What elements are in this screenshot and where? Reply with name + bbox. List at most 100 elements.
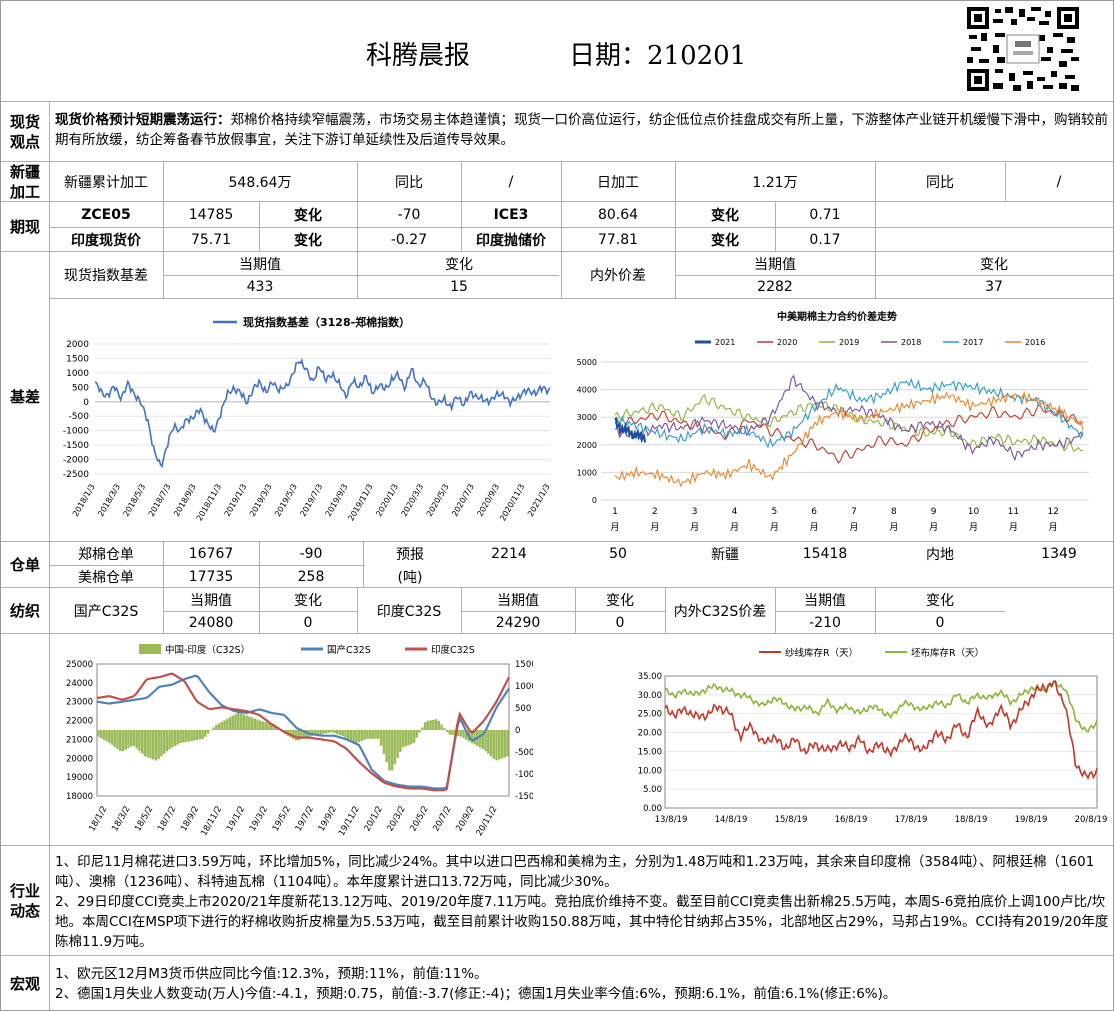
- x-tick-label: 20/8/19: [1075, 815, 1108, 825]
- diff-bar: [377, 730, 380, 739]
- xj-yoy2-label: 同比: [926, 175, 954, 191]
- y2-tick-label: -1500: [515, 792, 533, 802]
- basis-table: 现货指数基差 当期值 433 变化 15 内外价差 当期值 2282 变化 37: [49, 252, 1113, 299]
- section-label: 现货 观点: [9, 113, 40, 151]
- dom-c32s-label: 国产C32S: [73, 604, 139, 620]
- yarn-price-chart: 中国-印度（C32S） 国产C32S 印度C32S 25000 24000 23000 22…: [66, 644, 533, 838]
- diff-bar: [393, 730, 397, 765]
- y-tick-label: 1000: [577, 468, 597, 477]
- diff-bar: [300, 730, 303, 740]
- diff-bar: [407, 730, 410, 746]
- diff-bar: [473, 730, 476, 745]
- basis-idx-chg: 15: [450, 278, 468, 295]
- diff-bar: [270, 722, 273, 730]
- diff-bar: [116, 730, 119, 749]
- ice3-chg: 0.71: [809, 206, 841, 223]
- diff-bar: [248, 716, 251, 730]
- x-tick-label: 20/7/2: [431, 805, 453, 834]
- diff-bar: [390, 730, 394, 771]
- diff-bar: [105, 730, 108, 742]
- diff-bar: [448, 730, 452, 735]
- diff-bar: [355, 730, 358, 743]
- diff-bar: [357, 730, 361, 742]
- diff-bar: [421, 727, 424, 730]
- xj-label: 新疆: [711, 546, 739, 563]
- legend-label: 2017: [963, 338, 983, 347]
- diff-bar: [344, 730, 347, 738]
- diff-bar: [484, 730, 487, 752]
- x-tick-label: 19/5/2: [271, 805, 293, 834]
- x-tick-label: 17/8/19: [895, 815, 928, 825]
- x-tick-label: 8: [891, 507, 897, 517]
- futures-section: 期现 ZCE05 14785 变化 -70 ICE3 80.64 变化 0.71…: [1, 201, 1113, 251]
- diff-bar: [396, 730, 399, 759]
- spread-chg: 37: [985, 278, 1003, 295]
- diff-bar: [363, 730, 366, 740]
- section-label: 期现: [9, 218, 40, 236]
- legend-label: 国产C32S: [327, 644, 371, 656]
- x-tick-label: 20/3/2: [385, 805, 407, 834]
- us-val: 17735: [188, 568, 234, 585]
- spot-view-section: 现货 观点 现货价格预计短期震荡运行：郑棉价格持续窄幅震荡，市场交易主体趋谨慎；现…: [1, 101, 1113, 161]
- diff-bar: [371, 730, 375, 739]
- diff-bar: [465, 730, 468, 740]
- x-tick-label: 19/7/2: [294, 805, 316, 834]
- legend-label: 2019: [839, 338, 859, 347]
- x-tick-label: 2019/1/3: [223, 483, 249, 519]
- diff-bar: [215, 724, 218, 730]
- fore-chg: 50: [609, 545, 627, 562]
- diff-bar: [195, 730, 199, 740]
- diff-bar: [451, 730, 454, 736]
- diff-bar: [107, 730, 111, 743]
- diff-bar: [434, 719, 438, 730]
- spread-cur-label: 当期值: [754, 256, 796, 273]
- y-tick-label: -2000: [63, 456, 89, 466]
- x-tick-label: 2018/11/3: [195, 483, 223, 523]
- section-label: 纺织: [9, 602, 40, 620]
- industry-p1: 1、印尼11月棉花进口3.59万吨，环比增加5%，同比减少24%。其中以进口巴西…: [55, 854, 1095, 890]
- x-tick-label: 12: [1047, 507, 1058, 517]
- diff-bar: [382, 730, 386, 754]
- x-tick-unit: 月: [650, 522, 659, 533]
- fore-label: 预报: [396, 546, 424, 563]
- report-title: 科腾晨报: [366, 41, 471, 71]
- india-spot-label: 印度现货价: [71, 232, 141, 249]
- diff-bar: [399, 730, 402, 752]
- legend-label: 纱线库存R（天）: [785, 647, 858, 659]
- section-label: 仓单: [9, 556, 40, 574]
- diff-bar: [410, 730, 413, 745]
- series-line-2019: [614, 393, 1084, 452]
- basis-cur-label: 当期值: [239, 256, 281, 273]
- warehouse-section: 仓单 郑棉仓单 16767 -90 美棉仓单 17735 258 预报 (吨) …: [1, 541, 1113, 587]
- spread-cur: 2282: [757, 278, 793, 295]
- x-tick-label: 2020/9/3: [475, 483, 501, 519]
- diff-bar: [349, 730, 353, 741]
- india-reserve-chg: 0.17: [809, 231, 841, 248]
- x-tick-label: 2019/7/3: [298, 483, 324, 519]
- zce05-chg-label: 变化: [294, 207, 322, 224]
- ice3-value: 80.64: [597, 206, 639, 223]
- diff-bar: [432, 719, 435, 730]
- y-tick-label: 20000: [66, 754, 93, 764]
- diff-bar: [503, 730, 506, 758]
- x-tick-label: 6: [811, 507, 817, 517]
- zce05-chg: -70: [397, 206, 421, 223]
- y-tick-label: 1000: [66, 369, 89, 379]
- diff-bar: [418, 730, 421, 733]
- y-tick-label: -1000: [63, 427, 89, 437]
- y2-tick-label: 1500: [515, 660, 533, 670]
- diff-bar: [204, 730, 207, 737]
- xj-yoy2-value: /: [1056, 174, 1062, 190]
- ice3-label: ICE3: [493, 206, 529, 223]
- x-tick-label: 19/11/2: [337, 805, 362, 838]
- x-tick-label: 9: [931, 507, 937, 517]
- series-line-2021: [614, 416, 647, 444]
- yarn-stock-line: [664, 680, 1098, 781]
- y-tick-label: 500: [72, 383, 89, 393]
- diff-bar: [245, 715, 248, 730]
- diff-bar: [234, 714, 237, 730]
- legend-label: 坯布库存R（天）: [911, 647, 984, 659]
- diff-bar: [322, 730, 325, 734]
- diff-bar: [187, 730, 191, 742]
